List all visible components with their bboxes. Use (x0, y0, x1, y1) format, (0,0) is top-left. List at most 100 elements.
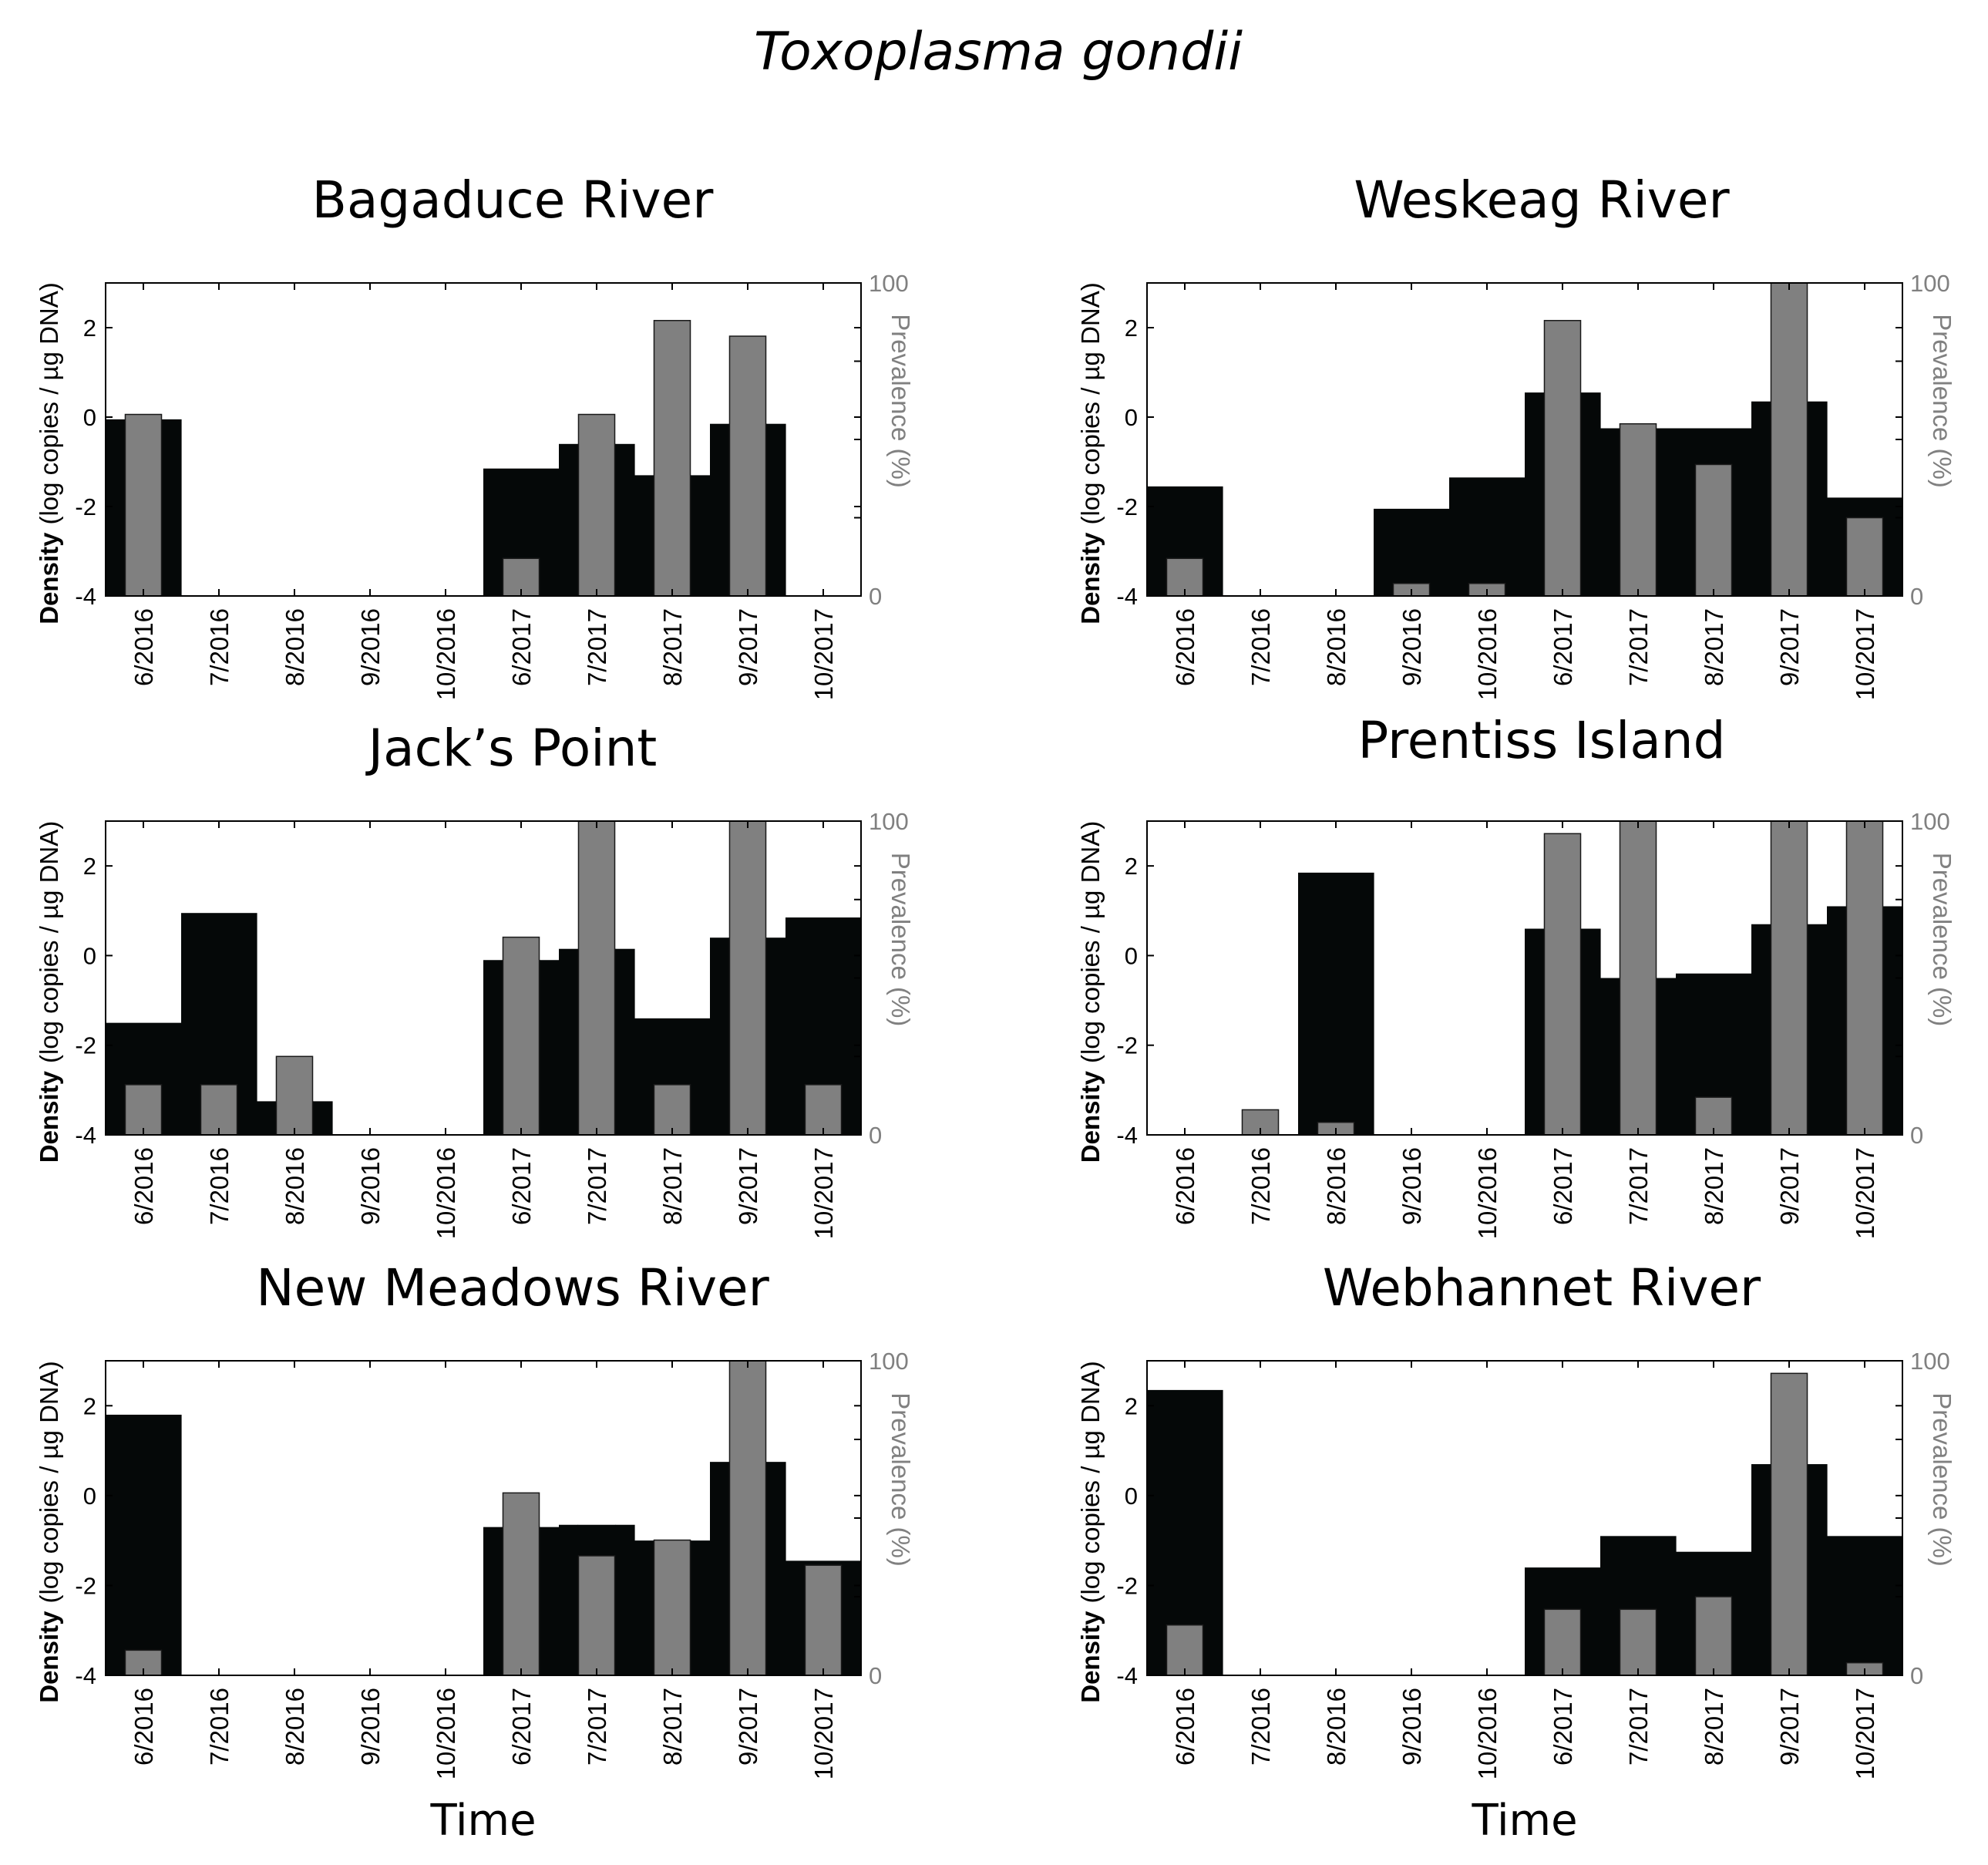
y-tick-label: -2 (1116, 493, 1138, 520)
y2-tick-label: 0 (869, 1122, 882, 1149)
x-tick-label: 6/2016 (130, 1147, 158, 1225)
x-tick-label: 8/2016 (1322, 1688, 1351, 1766)
x-tick-label: 9/2016 (1398, 1147, 1426, 1225)
y-tick-label: -4 (75, 1122, 96, 1149)
prevalence-bar (1845, 820, 1884, 1136)
y2-tick-label: 100 (869, 270, 909, 297)
x-tick-label: 6/2017 (507, 1688, 536, 1766)
x-tick-label: 6/2016 (130, 1688, 158, 1766)
x-tick-label: 6/2017 (507, 1147, 536, 1225)
panel-4: Prentiss Island -4 -2 0 2 0 100 6/2016 7/2016 8/2… (1076, 711, 1956, 1239)
x-tick-label: 6/2016 (1171, 1147, 1199, 1225)
x-tick-label: 9/2016 (1398, 608, 1426, 686)
y-axis-label-rest: (log copies / µg DNA) (35, 282, 63, 524)
y-axis-label: Density (log copies / µg DNA) (1076, 1361, 1105, 1703)
x-tick-label: 10/2016 (432, 1688, 460, 1779)
x-tick-label: 9/2017 (1775, 1688, 1804, 1766)
y2-tick-label: 0 (1910, 583, 1923, 610)
x-axis-label: Time (429, 1796, 536, 1846)
y-axis-label-rest: (log copies / µg DNA) (35, 821, 63, 1063)
density-bar (766, 1462, 786, 1675)
prevalence-bar (728, 335, 767, 597)
prevalence-bar (577, 1555, 616, 1676)
x-tick-label: 7/2017 (583, 1147, 611, 1225)
y-tick-label: -4 (75, 1662, 96, 1689)
y-tick-label: -4 (1116, 1122, 1138, 1149)
y-axis-label: Density (log copies / µg DNA) (35, 821, 63, 1163)
y2-tick-label: 0 (1910, 1662, 1923, 1689)
y-tick-label: -2 (75, 1572, 96, 1599)
x-tick-label: 8/2016 (1322, 1147, 1351, 1225)
y-axis-label-bold: Density (35, 1611, 63, 1703)
x-tick-label: 7/2017 (1624, 608, 1653, 686)
y-tick-label: 2 (1125, 1392, 1138, 1419)
x-tick-label: 10/2016 (432, 608, 460, 700)
density-bar (691, 475, 711, 596)
prevalence-bar (502, 936, 540, 1136)
y-tick-label: -2 (75, 1032, 96, 1059)
density-bar (634, 475, 654, 596)
x-tick-label: 10/2017 (1851, 1147, 1879, 1239)
panel-5: New Meadows River -4 -2 0 2 0 100 6/2016 7/2016 8… (35, 1258, 915, 1846)
density-bar (710, 1462, 730, 1675)
density-bar (766, 423, 786, 596)
y-axis-label-rest: (log copies / µg DNA) (1076, 821, 1105, 1063)
x-tick-label: 7/2016 (205, 1147, 234, 1225)
prevalence-bar (502, 1492, 540, 1676)
prevalence-bar (728, 820, 767, 1136)
x-tick-label: 7/2017 (583, 1688, 611, 1766)
panel-2: Weskeag River -4 -2 0 2 0 100 6/2016 7/2016 8/201… (1076, 170, 1956, 700)
x-tick-label: 9/2016 (356, 1688, 385, 1766)
x-tick-label: 8/2017 (1700, 1688, 1728, 1766)
y-tick-label: 0 (83, 404, 96, 431)
x-tick-label: 10/2016 (432, 1147, 460, 1239)
density-bar (615, 948, 635, 1135)
prevalence-bar (1166, 1624, 1204, 1676)
prevalence-bar (653, 1084, 691, 1136)
y2-tick-label: 100 (1910, 1348, 1950, 1375)
y-tick-label: -4 (1116, 583, 1138, 610)
x-tick-label: 8/2017 (1700, 608, 1728, 686)
density-bar (615, 1524, 635, 1675)
density-bar (313, 1101, 333, 1135)
y-tick-label: 2 (83, 315, 96, 342)
prevalence-bar (1543, 833, 1582, 1136)
y2-tick-label: 100 (869, 808, 909, 835)
panel-title: Weskeag River (1354, 170, 1730, 230)
panel-title: Jack’s Point (365, 719, 658, 778)
x-tick-label: 9/2017 (1775, 1147, 1804, 1225)
density-bar (540, 960, 560, 1135)
x-tick-label: 9/2017 (734, 1688, 762, 1766)
prevalence-bar (1543, 319, 1582, 597)
panel-6: Webhannet River -4 -2 0 2 0 100 6/2016 7/2016 8/2… (1076, 1258, 1956, 1846)
x-tick-label: 9/2016 (356, 608, 385, 686)
y2-tick-label: 0 (1910, 1122, 1923, 1149)
density-bar (766, 938, 786, 1135)
x-tick-label: 10/2017 (809, 1688, 838, 1779)
density-bar (1374, 508, 1450, 596)
prevalence-bar (1694, 1096, 1733, 1136)
y-tick-label: -2 (1116, 1032, 1138, 1059)
density-bar (1449, 477, 1525, 596)
y-tick-label: 2 (83, 1392, 96, 1419)
y-axis-label-bold: Density (35, 532, 63, 624)
prevalence-bar (1694, 1596, 1733, 1676)
y-axis-label: Density (log copies / µg DNA) (35, 1361, 63, 1703)
prevalence-bar (200, 1084, 238, 1136)
x-tick-label: 7/2017 (1624, 1688, 1653, 1766)
prevalence-bar (1845, 517, 1884, 597)
x-tick-label: 6/2017 (1549, 608, 1577, 686)
x-tick-label: 8/2017 (1700, 1147, 1728, 1225)
panel-title: Webhannet River (1323, 1258, 1761, 1318)
prevalence-bar (275, 1055, 314, 1136)
density-bar (559, 1524, 579, 1675)
y-tick-label: -4 (1116, 1662, 1138, 1689)
x-tick-label: 10/2016 (1473, 1147, 1502, 1239)
y-tick-label: 2 (1125, 315, 1138, 342)
prevalence-bar (124, 413, 163, 597)
prevalence-bar (124, 1084, 163, 1136)
x-tick-label: 7/2016 (1246, 1147, 1275, 1225)
panel-title: Bagaduce River (312, 170, 715, 230)
y-axis-label-rest: (log copies / µg DNA) (1076, 1361, 1105, 1603)
